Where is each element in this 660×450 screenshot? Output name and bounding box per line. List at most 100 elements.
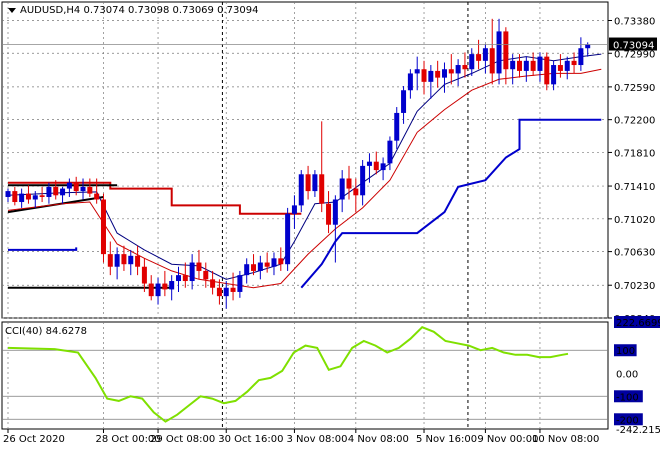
main-plot-frame bbox=[1, 1, 609, 319]
cci-label: CCI(40) 84.6278 bbox=[5, 326, 87, 337]
candle-bull bbox=[19, 193, 25, 203]
candle-bull bbox=[223, 287, 229, 297]
candle-bear bbox=[448, 69, 454, 74]
candle-bear bbox=[503, 31, 509, 70]
ohlc-values: 0.73074 0.73098 0.73069 0.73094 bbox=[83, 5, 259, 16]
candle-bull bbox=[394, 112, 400, 141]
candle-bear bbox=[141, 266, 147, 284]
cci-header: CCI(40) 84.6278 bbox=[5, 326, 87, 337]
symbol-timeframe: AUDUSD,H4 bbox=[20, 5, 81, 16]
cci-tick-label: -242.2158 bbox=[616, 425, 660, 436]
candle-bear bbox=[571, 60, 577, 66]
y-tick-label: 0.72590 bbox=[614, 83, 655, 94]
candle-bear bbox=[435, 70, 441, 78]
y-tick-label: 0.70230 bbox=[614, 281, 655, 292]
candle-bull bbox=[496, 31, 502, 74]
y-tick-label: 0.72200 bbox=[614, 116, 655, 127]
candle-bull bbox=[298, 174, 304, 206]
candle-bull bbox=[155, 283, 161, 297]
candle-bear bbox=[216, 287, 222, 297]
candle-bull bbox=[60, 188, 66, 196]
cci-plot-frame bbox=[1, 321, 609, 430]
candle-bear bbox=[230, 287, 236, 292]
x-tick-label: 9 Nov 00:00 bbox=[477, 434, 538, 445]
x-tick-label: 29 Oct 08:00 bbox=[150, 434, 215, 445]
candle-bull bbox=[5, 191, 11, 197]
candle-bull bbox=[237, 275, 243, 292]
cci-tick-label: 222.6699 bbox=[616, 318, 660, 329]
candle-bear bbox=[373, 161, 379, 171]
candle-bear bbox=[73, 182, 79, 192]
cci-tick-label: -200 bbox=[616, 415, 639, 426]
candle-bull bbox=[407, 73, 413, 91]
candle-bull bbox=[366, 161, 372, 166]
candle-bear bbox=[530, 60, 536, 71]
price-badge-label: 0.73094 bbox=[613, 41, 654, 52]
cci-level-badge bbox=[614, 390, 643, 403]
y-tick-label: 0.72990 bbox=[614, 49, 655, 60]
dropdown-triangle-icon[interactable] bbox=[8, 7, 16, 13]
candle-bull bbox=[585, 44, 591, 49]
candle-bull bbox=[537, 56, 543, 71]
candle-bear bbox=[87, 186, 93, 194]
candle-bear bbox=[182, 275, 188, 282]
candle-bear bbox=[100, 199, 106, 255]
y-tick-label: 0.70630 bbox=[614, 248, 655, 259]
candle-bull bbox=[380, 163, 386, 171]
candle-bear bbox=[462, 65, 468, 70]
y-tick-label: 0.71810 bbox=[614, 148, 655, 159]
candle-bear bbox=[489, 48, 495, 74]
candle-bear bbox=[25, 193, 31, 200]
x-tick-label: 3 Nov 08:00 bbox=[286, 434, 347, 445]
candle-bull bbox=[441, 69, 447, 78]
candle-bear bbox=[162, 283, 168, 290]
candle-bull bbox=[169, 281, 175, 290]
y-tick-label: 0.71410 bbox=[614, 182, 655, 193]
candle-bear bbox=[557, 65, 563, 71]
candle-bull bbox=[291, 205, 297, 214]
candle-bull bbox=[176, 275, 181, 282]
candle-bear bbox=[12, 191, 18, 203]
candle-bull bbox=[271, 258, 277, 267]
candle-bull bbox=[189, 262, 195, 282]
candle-bear bbox=[544, 56, 550, 85]
candle-bull bbox=[387, 140, 393, 164]
candle-bull bbox=[510, 60, 516, 70]
candle-bull bbox=[578, 48, 584, 66]
candle-bear bbox=[476, 54, 482, 61]
x-tick-label: 26 Oct 2020 bbox=[3, 434, 65, 445]
ema-fast-line bbox=[7, 53, 602, 280]
candle-bull bbox=[332, 199, 338, 225]
ema-slow-line bbox=[7, 68, 602, 289]
candle-bull bbox=[401, 90, 407, 113]
candle-bull bbox=[360, 165, 366, 196]
candle-bear bbox=[251, 264, 257, 271]
candle-bear bbox=[148, 283, 154, 297]
candle-bull bbox=[32, 195, 38, 200]
candle-bear bbox=[264, 262, 270, 267]
candle-bear bbox=[196, 262, 202, 271]
candle-bear bbox=[353, 188, 359, 196]
candle-bear bbox=[39, 195, 45, 197]
cci-line bbox=[7, 326, 569, 423]
x-tick-label: 4 Nov 08:00 bbox=[348, 434, 409, 445]
candle-bear bbox=[210, 279, 216, 288]
candle-bear bbox=[94, 193, 100, 200]
candle-bull bbox=[482, 48, 488, 61]
y-tick-label: 0.73380 bbox=[614, 16, 655, 27]
candle-bull bbox=[80, 186, 86, 192]
candle-bear bbox=[135, 255, 141, 267]
candle-bull bbox=[257, 262, 263, 271]
cci-level-badge bbox=[614, 413, 643, 426]
candle-bear bbox=[278, 258, 284, 265]
candle-bull bbox=[46, 186, 52, 197]
candle-bull bbox=[469, 54, 475, 70]
support-step-line bbox=[300, 118, 602, 289]
price-badge bbox=[609, 37, 657, 51]
candle-bull bbox=[128, 255, 134, 265]
candle-bull bbox=[114, 254, 120, 267]
candle-bull bbox=[244, 264, 250, 276]
x-tick-label: 30 Oct 16:00 bbox=[218, 434, 283, 445]
cci-level-badge bbox=[614, 344, 637, 357]
